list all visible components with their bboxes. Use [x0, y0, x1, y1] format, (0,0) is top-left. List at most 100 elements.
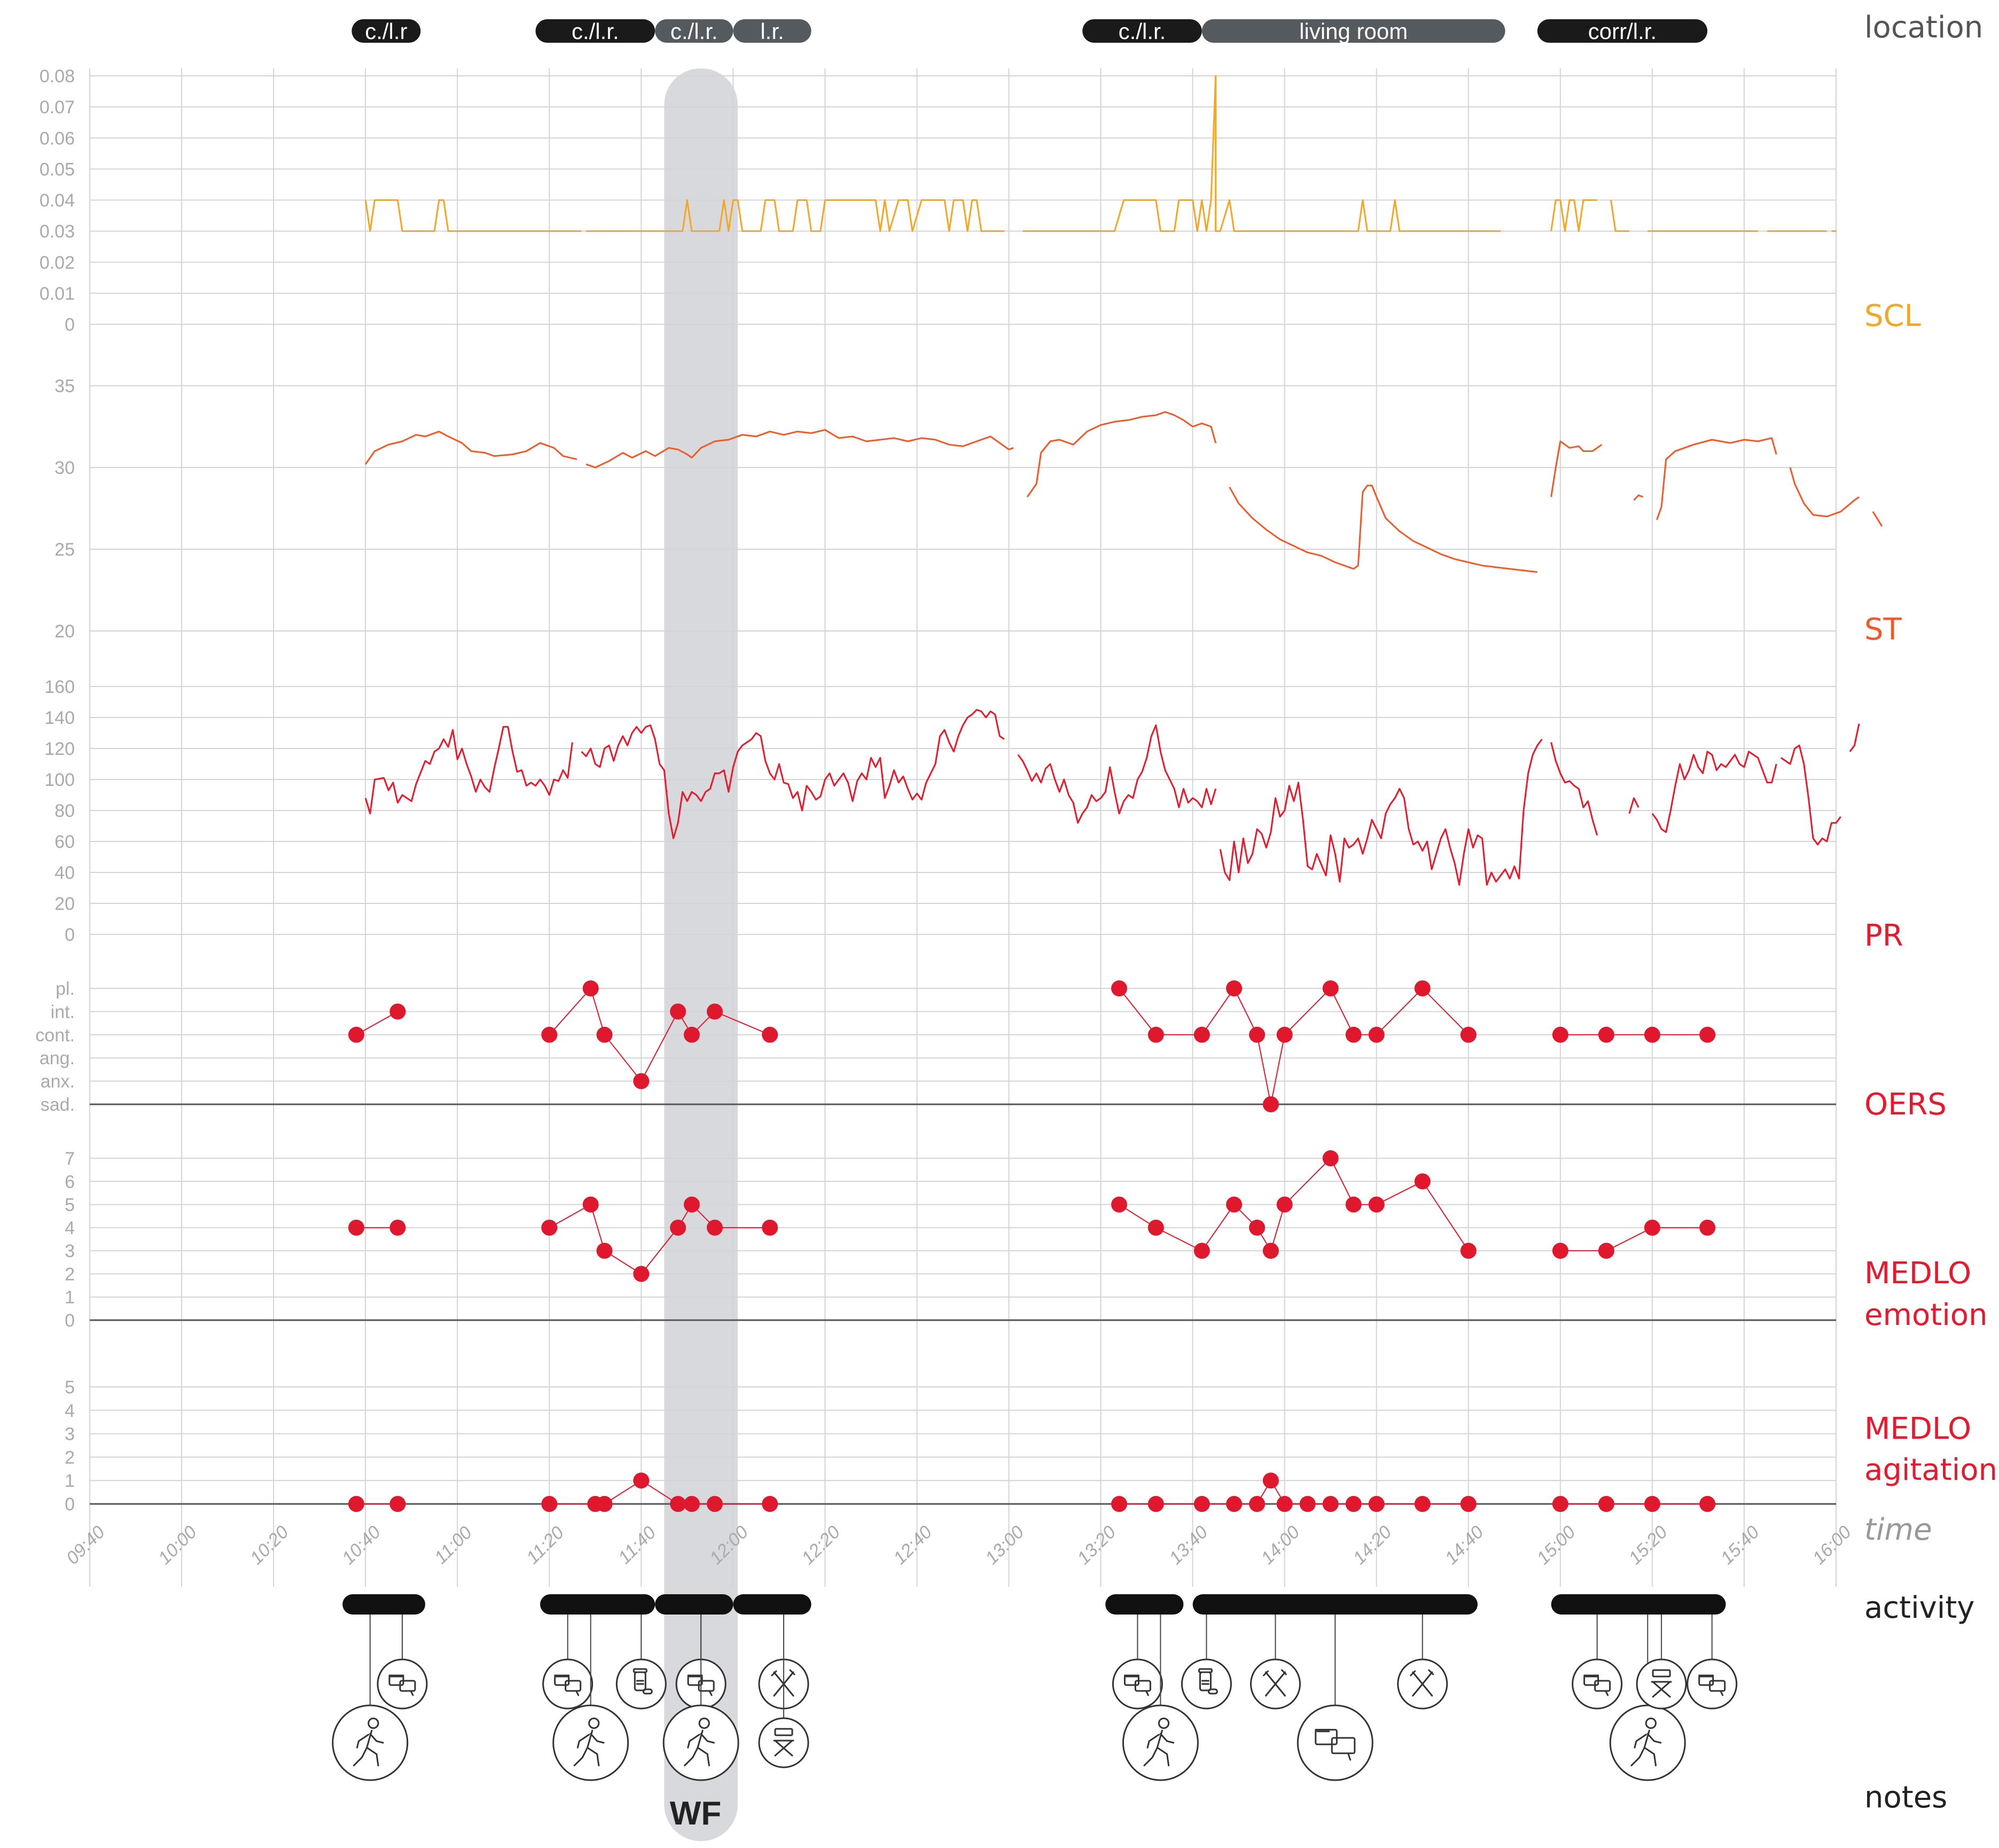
wf-band-rect: [664, 68, 738, 1841]
location-bar-label: c./l.r.: [1119, 19, 1166, 44]
medlo-agitation-point: [670, 1496, 686, 1512]
oers-point: [1276, 1026, 1293, 1043]
y-tick-label: 0: [65, 315, 75, 335]
medlo-agitation-point: [706, 1496, 723, 1512]
medlo-agitation-point: [1598, 1496, 1614, 1512]
meal-icon: [1250, 1615, 1301, 1710]
y-tick-label: 0.03: [40, 222, 75, 242]
conversation-icon: [1572, 1615, 1623, 1710]
medlo-emotion-point: [1249, 1219, 1266, 1236]
medlo-emotion-point: [1276, 1196, 1293, 1213]
medlo-agitation-point: [1262, 1472, 1279, 1489]
y-tick-label: cont.: [35, 1025, 75, 1046]
y-tick-label: 0.06: [40, 128, 75, 149]
conversation-icon: [1297, 1615, 1373, 1781]
y-tick-label: ang.: [40, 1048, 75, 1069]
location-bar-label: c./l.r: [365, 19, 407, 44]
oers-point: [1193, 1026, 1210, 1043]
activity-bar: [655, 1594, 733, 1615]
note-circle: [1112, 1658, 1163, 1710]
y-tick-label: 0.01: [40, 284, 75, 304]
medlo-agitation-point: [1299, 1496, 1316, 1512]
location-bar-label: l.r.: [760, 19, 784, 44]
medlo-emotion-point: [348, 1219, 364, 1236]
pr-series-line: [1550, 742, 1598, 836]
location-bar-shape: [655, 19, 733, 43]
scl-series-line: [1610, 200, 1629, 232]
conversation-icon: [1686, 1615, 1738, 1710]
oers-point: [582, 980, 599, 996]
y-tick-label: 2: [65, 1447, 75, 1468]
location-track: c./l.r c./l.r. c./l.r. l.r. c./l.r. living ro…: [352, 19, 1708, 44]
st-series-line: [1656, 437, 1777, 520]
location-bar-shape: [1082, 19, 1202, 43]
st-series-line: [585, 429, 1014, 469]
medlo-emotion-row-label-line2: emotion: [1864, 1298, 1988, 1332]
y-tick-label: 60: [54, 832, 75, 852]
oers-point: [348, 1026, 364, 1043]
scl-series-line: [1550, 199, 1597, 232]
walking-icon: [552, 1615, 629, 1781]
pr-series-line: [1780, 744, 1841, 846]
walking-icon: [1609, 1615, 1686, 1781]
location-bar-shape: [1537, 19, 1708, 43]
medlo-emotion-point: [1368, 1196, 1385, 1213]
note-circle: [1609, 1704, 1686, 1781]
row-labels: location SCL ST PR OERS MEDLO emotion ME…: [670, 10, 1997, 1832]
y-tick-label: 40: [54, 863, 75, 883]
medlo-emotion-point: [1699, 1219, 1716, 1236]
time-row-label: time: [1864, 1512, 1932, 1547]
location-bar-shape: [1201, 19, 1505, 43]
y-tick-label: 0.08: [40, 66, 75, 87]
medlo-emotion-point: [582, 1196, 599, 1213]
st-row-label: ST: [1864, 612, 1902, 647]
oers-point: [1147, 1026, 1164, 1043]
st-series-line: [1229, 485, 1537, 573]
pr-series-line: [1628, 797, 1639, 814]
wf-band-label: WF: [670, 1795, 721, 1832]
y-tick-label: 1: [65, 1471, 75, 1491]
chart-series: [348, 75, 1883, 1512]
y-tick-label: 6: [65, 1172, 75, 1192]
medication-icon: [615, 1615, 667, 1710]
medlo-agitation-point: [1699, 1496, 1716, 1512]
y-tick-label: 0.04: [40, 191, 75, 211]
medlo-agitation-point: [1414, 1496, 1431, 1512]
medlo-agitation-row-label-line2: agitation: [1864, 1453, 1997, 1487]
location-bar-label: corr/l.r.: [1588, 19, 1657, 44]
location-bar: c./l.r.: [1082, 19, 1202, 44]
walking-icon: [332, 1615, 409, 1781]
y-tick-label: 1: [65, 1288, 75, 1308]
oers-point: [1111, 980, 1127, 996]
conversation-icon: [377, 1615, 428, 1710]
medlo-emotion-point: [389, 1219, 406, 1236]
note-circle: [1572, 1658, 1623, 1710]
medlo-agitation-point: [1226, 1496, 1243, 1512]
y-tick-label: pl.: [56, 979, 75, 999]
y-tick-label: 3: [65, 1241, 75, 1261]
medlo-agitation-point: [1147, 1496, 1164, 1512]
medlo-agitation-point: [1460, 1496, 1477, 1512]
medlo-emotion-point: [1414, 1173, 1431, 1190]
y-tick-label: 0: [65, 1311, 75, 1331]
oers-point: [1699, 1026, 1716, 1043]
oers-point: [1249, 1026, 1266, 1043]
oers-point: [1368, 1026, 1385, 1043]
y-tick-label: 160: [44, 677, 75, 697]
pr-series-line: [1849, 723, 1860, 752]
y-tick-label: 20: [54, 621, 75, 642]
medlo-agitation-point: [1368, 1496, 1385, 1512]
medlo-emotion-point: [1226, 1196, 1243, 1213]
medlo-emotion-point: [1552, 1243, 1568, 1259]
medlo-emotion-point: [1147, 1219, 1164, 1236]
y-tick-label: 25: [54, 540, 75, 560]
medlo-emotion-point: [596, 1243, 613, 1259]
y-tick-label: int.: [51, 1002, 75, 1022]
y-tick-label: 0.07: [40, 97, 75, 118]
y-tick-label: 4: [65, 1401, 75, 1421]
activity-bar: [1105, 1594, 1184, 1615]
oers-point: [1460, 1026, 1477, 1043]
medlo-emotion-point: [1598, 1243, 1614, 1259]
location-bar-shape: [535, 19, 655, 43]
activity-bar: [1192, 1594, 1478, 1615]
